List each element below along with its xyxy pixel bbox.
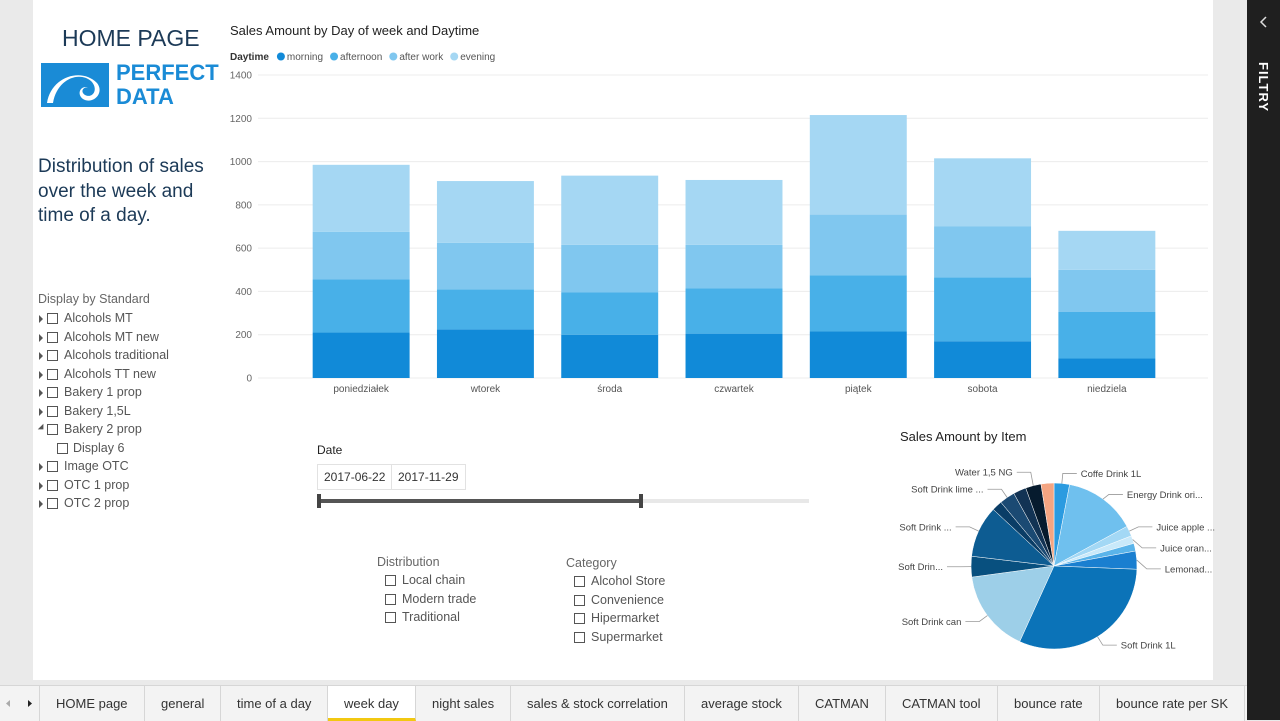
- chart-title: Sales Amount by Day of week and Daytime: [230, 23, 479, 38]
- leader-line: [1017, 472, 1033, 485]
- y-tick-label: 0: [246, 374, 252, 385]
- bar-segment: [437, 243, 534, 290]
- bar-segment: [686, 288, 783, 333]
- y-tick-label: 200: [235, 330, 252, 341]
- slice-label: Soft Drink 1L: [1121, 641, 1176, 652]
- slice-label: Coffe Drink 1L: [1081, 469, 1142, 480]
- x-tick-label: poniedziałek: [333, 384, 390, 395]
- page-tab[interactable]: night sales: [416, 686, 511, 721]
- bar-segment: [313, 232, 410, 280]
- bar-segment: [810, 275, 907, 331]
- bar-segment: [437, 329, 534, 378]
- leader-line: [965, 616, 987, 622]
- bar-segment: [561, 335, 658, 378]
- bar-segment: [934, 277, 1031, 341]
- page-tab[interactable]: week day: [328, 686, 416, 721]
- legend-marker: [330, 53, 338, 61]
- slice-label: Water 1,5 NG: [955, 468, 1013, 479]
- x-tick-label: piątek: [845, 384, 873, 395]
- bar-segment: [561, 293, 658, 335]
- bar-segment: [437, 289, 534, 329]
- legend-label: evening: [460, 52, 495, 63]
- x-tick-label: niedziela: [1087, 384, 1127, 395]
- page-tab[interactable]: average stock: [685, 686, 799, 721]
- y-tick-label: 400: [235, 287, 252, 298]
- bar-segment: [313, 333, 410, 378]
- legend-label: after work: [399, 52, 444, 63]
- collapse-icon[interactable]: [1247, 0, 1280, 40]
- legend-label: afternoon: [340, 52, 382, 63]
- leader-line: [1137, 560, 1161, 569]
- leader-line: [956, 527, 979, 531]
- charts: Sales Amount by Day of week and Daytime D…: [0, 0, 1247, 680]
- slice-label: Energy Drink ori...: [1127, 490, 1203, 501]
- y-tick-label: 1000: [230, 157, 253, 168]
- bar-segment: [1058, 270, 1155, 312]
- legend-marker: [450, 53, 458, 61]
- legend-label: morning: [287, 52, 323, 63]
- bar-segment: [810, 331, 907, 378]
- bar-segment: [810, 115, 907, 215]
- filter-pane-title: FILTRY: [1256, 62, 1271, 112]
- page-tab[interactable]: sales & stock correlation: [511, 686, 685, 721]
- page-tab[interactable]: HOME page: [40, 686, 145, 721]
- slice-label: Juice oran...: [1160, 543, 1212, 554]
- bar-segment: [1058, 359, 1155, 378]
- tab-nav[interactable]: [0, 686, 40, 721]
- slice-label: Soft Drin...: [898, 562, 943, 573]
- slice-label: Juice apple ...: [1156, 522, 1215, 533]
- bar-segment: [934, 158, 1031, 226]
- bar-segment: [686, 334, 783, 378]
- bar-segment: [686, 180, 783, 245]
- bar-segment: [561, 245, 658, 293]
- leader-line: [1103, 494, 1123, 499]
- slice-label: Soft Drink can: [902, 617, 962, 628]
- leader-line: [1098, 637, 1117, 646]
- slice-label: Soft Drink ...: [899, 522, 951, 533]
- x-tick-label: środa: [597, 384, 622, 395]
- x-tick-label: czwartek: [714, 384, 754, 395]
- legend-marker: [277, 53, 285, 61]
- legend-marker: [389, 53, 397, 61]
- page-tab[interactable]: bounce rate: [998, 686, 1100, 721]
- legend-title: Daytime: [230, 52, 269, 63]
- filter-pane[interactable]: FILTRY: [1247, 0, 1280, 720]
- chart-title: Sales Amount by Item: [900, 429, 1026, 444]
- page-tab[interactable]: CATMAN: [799, 686, 886, 721]
- bar-segment: [313, 165, 410, 232]
- page-tab[interactable]: time of a day: [221, 686, 328, 721]
- leader-line: [1129, 527, 1152, 531]
- page-tab[interactable]: general: [145, 686, 221, 721]
- bar-segment: [810, 215, 907, 276]
- y-tick-label: 1400: [230, 71, 253, 82]
- page-tab[interactable]: bounce rate per SK: [1100, 686, 1245, 721]
- slice-label: Soft Drink lime ...: [911, 485, 983, 496]
- x-tick-label: wtorek: [470, 384, 501, 395]
- y-tick-label: 800: [235, 200, 252, 211]
- leader-line: [987, 489, 1007, 497]
- bar-segment: [313, 280, 410, 333]
- page-tab[interactable]: CATMAN tool: [886, 686, 998, 721]
- bar-segment: [686, 245, 783, 288]
- bar-segment: [437, 181, 534, 243]
- slice-label: Lemonad...: [1165, 564, 1213, 575]
- bar-segment: [1058, 312, 1155, 359]
- bar-segment: [561, 176, 658, 245]
- bar-segment: [934, 341, 1031, 378]
- y-tick-label: 1200: [230, 114, 253, 125]
- leader-line: [1062, 473, 1077, 483]
- bar-segment: [1058, 231, 1155, 270]
- leader-line: [1133, 540, 1156, 548]
- bar-segment: [934, 227, 1031, 278]
- x-tick-label: sobota: [968, 384, 998, 395]
- y-tick-label: 600: [235, 244, 252, 255]
